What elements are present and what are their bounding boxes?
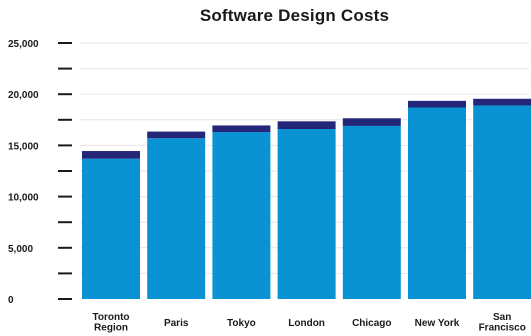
x-tick-label: San Francisco <box>479 312 526 334</box>
y-tick-label: 20,000 <box>8 90 39 101</box>
y-tick-label: 15,000 <box>8 141 39 152</box>
bar-segment <box>212 132 271 299</box>
y-tick-label: 25,000 <box>8 39 39 50</box>
bar-segment <box>147 131 206 139</box>
y-tick-label: 10,000 <box>8 193 39 204</box>
bar-segment <box>473 105 531 300</box>
bar-segment <box>277 129 336 299</box>
x-tick-label: Tokyo <box>227 318 256 329</box>
bar-segment <box>82 158 140 299</box>
bar-segment <box>82 151 140 159</box>
bar-segment <box>342 125 401 299</box>
bar-segment <box>473 98 531 106</box>
x-tick-label: Paris <box>164 318 189 329</box>
x-tick-label: Chicago <box>352 318 391 329</box>
bar-segment <box>408 100 466 108</box>
bar-segment <box>342 118 401 126</box>
bar-segment <box>408 107 466 300</box>
chart-title: Software Design Costs <box>199 6 390 25</box>
bar-segment <box>212 125 271 133</box>
x-tick-label: London <box>288 318 325 329</box>
x-tick-label: New York <box>415 318 460 329</box>
x-tick-label: Toronto Region <box>92 312 129 334</box>
y-tick-label: 0 <box>8 295 14 306</box>
y-tick-label: 5,000 <box>8 244 33 255</box>
bar-segment <box>277 121 336 130</box>
bar-segment <box>147 138 206 299</box>
